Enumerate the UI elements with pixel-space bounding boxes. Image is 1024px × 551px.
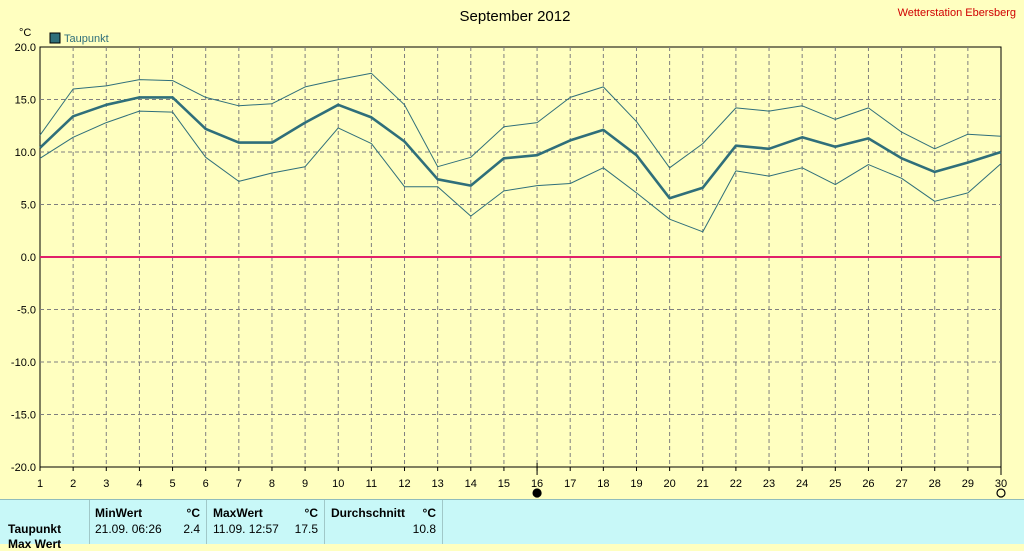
- header-min-unit: °C: [186, 506, 200, 520]
- legend-swatch: [49, 32, 61, 44]
- y-tick-label: 15.0: [15, 95, 36, 107]
- x-tick-label: 27: [895, 478, 907, 490]
- x-tick-label: 10: [332, 478, 344, 490]
- y-tick-label: 0.0: [21, 252, 36, 264]
- station-name: Wetterstation Ebersberg: [898, 7, 1016, 19]
- y-tick-label: -10.0: [11, 357, 36, 369]
- y-tick-label: -15.0: [11, 410, 36, 422]
- max-column: MaxWert °C 11.09. 12:57 17.5: [206, 500, 324, 544]
- x-tick-label: 1: [37, 478, 43, 490]
- y-tick-label: 5.0: [21, 200, 36, 212]
- x-tick-label: 29: [962, 478, 974, 490]
- header-max-unit: °C: [304, 506, 318, 520]
- y-tick-label: -5.0: [17, 305, 36, 317]
- marker-open-circle: [996, 488, 1006, 498]
- x-tick-label: 6: [203, 478, 209, 490]
- x-tick-label: 11: [366, 478, 377, 490]
- stats-table: Taupunkt Max Wert MinWert °C 21.09. 06:2…: [0, 499, 1024, 551]
- x-tick-label: 4: [136, 478, 142, 490]
- x-tick-label: 21: [697, 478, 709, 490]
- row-label-taupunkt: Taupunkt: [8, 522, 62, 536]
- x-tick-label: 24: [796, 478, 808, 490]
- x-tick-label: 15: [498, 478, 510, 490]
- series-line-max: [39, 72, 1002, 169]
- marker-filled-circle: [532, 488, 542, 498]
- avg-value: 10.8: [412, 522, 436, 536]
- x-tick-label: 7: [236, 478, 242, 490]
- avg-column: Durchschnitt °C 10.8: [324, 500, 442, 544]
- row-label-maxwert-partial: Max Wert: [8, 537, 62, 551]
- max-time: 11.09. 12:57: [213, 522, 279, 536]
- empty-area: [442, 500, 1024, 544]
- x-tick-label: 20: [663, 478, 675, 490]
- x-tick-label: 8: [269, 478, 275, 490]
- min-value: 2.4: [183, 522, 200, 536]
- series-lines: [39, 72, 1002, 233]
- x-tick-label: 25: [829, 478, 841, 490]
- max-value: 17.5: [294, 522, 318, 536]
- x-tick-label: 12: [398, 478, 410, 490]
- min-time: 21.09. 06:26: [95, 522, 162, 536]
- x-tick-label: 30: [995, 478, 1007, 490]
- x-tick-label: 18: [597, 478, 609, 490]
- x-tick-label: 5: [169, 478, 175, 490]
- x-tick-label: 22: [730, 478, 742, 490]
- y-tick-label: 20.0: [15, 42, 36, 54]
- x-tick-label: 9: [302, 478, 308, 490]
- x-tick-label: 23: [763, 478, 775, 490]
- x-tick-label: 14: [465, 478, 477, 490]
- x-tick-label: 26: [862, 478, 874, 490]
- y-tick-label: -20.0: [11, 462, 36, 474]
- x-markers: [532, 463, 1006, 498]
- series-line-mean: [39, 96, 1002, 200]
- x-tick-label: 13: [432, 478, 444, 490]
- min-column: MinWert °C 21.09. 06:26 2.4: [89, 500, 206, 544]
- series-line-min: [39, 110, 1002, 233]
- x-axis-ticks: 1 2 3 4 5 6 7 8 9 10 11 12 13 14 15 16 17 18 19 20 21 22 23 24 2…: [37, 467, 1007, 490]
- row-label-column: Taupunkt Max Wert: [0, 500, 89, 551]
- chart-title: September 2012: [460, 8, 571, 25]
- y-unit-label: °C: [19, 27, 31, 39]
- y-tick-label: 10.0: [15, 147, 36, 159]
- x-tick-label: 28: [929, 478, 941, 490]
- x-tick-label: 2: [70, 478, 76, 490]
- x-tick-label: 16: [531, 478, 543, 490]
- header-maxwert: MaxWert: [213, 506, 263, 520]
- header-durchschnitt: Durchschnitt: [331, 506, 406, 520]
- x-tick-label: 17: [564, 478, 576, 490]
- x-tick-label: 19: [630, 478, 642, 490]
- y-axis-ticks: 20.0 15.0 10.0 5.0 0.0 -5.0 -10.0 -15.0 -20.0: [11, 42, 36, 474]
- legend-label: Taupunkt: [64, 33, 109, 45]
- x-tick-label: 3: [103, 478, 109, 490]
- header-minwert: MinWert: [95, 506, 143, 520]
- header-avg-unit: °C: [422, 506, 436, 520]
